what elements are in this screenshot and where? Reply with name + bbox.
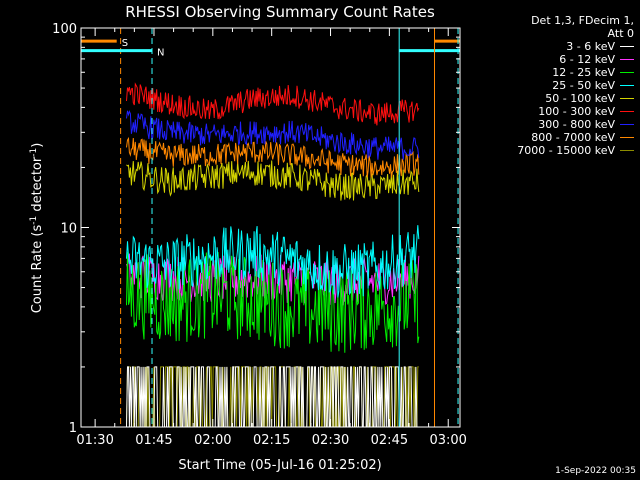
legend-entry-label: 6 - 12 keV	[559, 53, 615, 66]
legend-entry-label: 3 - 6 keV	[566, 40, 615, 53]
y-axis-label-sup2: -1	[29, 148, 39, 157]
x-tick-label-2: 02:00	[194, 433, 231, 448]
series-line-50-100keV	[126, 160, 420, 201]
x-axis-label: Start Time (05-Jul-16 01:25:02)	[178, 458, 381, 473]
legend-entry-label: 25 - 50 keV	[552, 79, 615, 92]
x-tick-label-4: 02:30	[312, 433, 349, 448]
marker-layer: SN	[81, 28, 460, 427]
legend-entry-label: 12 - 25 keV	[552, 66, 615, 79]
chart-title: RHESSI Observing Summary Count Rates	[125, 3, 435, 21]
legend-swatch	[620, 72, 634, 73]
y-tick-label-1: 10	[60, 222, 77, 237]
legend-entry: 300 - 800 keV	[470, 118, 634, 131]
legend-swatch	[620, 98, 634, 99]
y-axis-label-part2: detector	[30, 156, 45, 216]
legend-entries: 3 - 6 keV 6 - 12 keV 12 - 25 keV 25 - 50 ke…	[470, 40, 634, 157]
marker-label-S: S	[122, 38, 128, 49]
y-axis-label-part1: Count Rate (s	[30, 225, 45, 314]
legend-entry: 25 - 50 keV	[470, 79, 634, 92]
y-axis-label-part3: )	[30, 143, 45, 148]
y-tick-label-2: 100	[52, 22, 77, 37]
legend-entry-label: 300 - 800 keV	[538, 118, 615, 131]
legend-entry-label: 800 - 7000 keV	[531, 131, 615, 144]
legend-swatch	[620, 137, 634, 138]
x-tick-label-3: 02:15	[253, 433, 290, 448]
x-tick-label-1: 01:45	[135, 433, 172, 448]
x-tick-label-5: 02:45	[371, 433, 408, 448]
marker-label-N: N	[157, 48, 164, 59]
legend-entry: 3 - 6 keV	[470, 40, 634, 53]
y-tick-label-0: 1	[69, 421, 77, 436]
series-line-300-800keV	[126, 110, 420, 160]
x-tick-label-6: 03:00	[429, 433, 466, 448]
legend-swatch	[620, 59, 634, 60]
legend-entry: 50 - 100 keV	[470, 92, 634, 105]
legend-entry: 12 - 25 keV	[470, 66, 634, 79]
series-layer	[126, 82, 420, 428]
legend-entry: 6 - 12 keV	[470, 53, 634, 66]
legend-entry-label: 50 - 100 keV	[545, 92, 615, 105]
legend-header-line1: Det 1,3, FDecim 1,	[531, 14, 634, 27]
legend-entry-label: 100 - 300 keV	[538, 105, 615, 118]
y-axis-label-sup1: -1	[29, 216, 39, 225]
generation-timestamp: 1-Sep-2022 00:35	[555, 466, 636, 476]
legend-swatch	[620, 150, 634, 151]
legend-swatch	[620, 85, 634, 86]
legend: Det 1,3, FDecim 1, Att 0 3 - 6 keV 6 - 12…	[470, 14, 634, 157]
legend-swatch	[620, 46, 634, 47]
legend-header-line2: Att 0	[607, 27, 634, 40]
series-line-800-7000keV	[126, 136, 420, 178]
legend-swatch	[620, 111, 634, 112]
legend-entry: 100 - 300 keV	[470, 105, 634, 118]
x-tick-label-0: 01:30	[76, 433, 113, 448]
y-axis-label: Count Rate (s-1 detector-1)	[29, 143, 45, 314]
axes-layer: 01:30 01:45 02:00 02:15 02:30 02:45 03:00 1 10 10…	[52, 22, 467, 448]
legend-entry: 7000 - 15000 keV	[470, 144, 634, 157]
legend-entry: 800 - 7000 keV	[470, 131, 634, 144]
series-line-25-50keV	[126, 225, 420, 298]
series-line-100-300keV	[126, 82, 420, 126]
series-line-12-25keV	[126, 251, 420, 353]
legend-entry-label: 7000 - 15000 keV	[517, 144, 615, 157]
legend-swatch	[620, 124, 634, 125]
